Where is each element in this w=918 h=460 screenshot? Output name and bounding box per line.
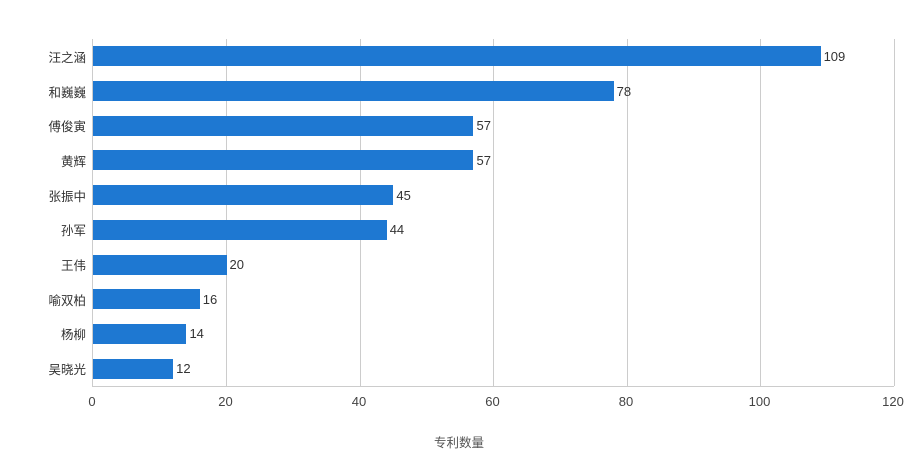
bar-喻双柏[interactable] <box>93 289 200 310</box>
gridline-x-40 <box>359 39 361 386</box>
bar-孙军[interactable] <box>93 219 387 240</box>
bar-value-label: 44 <box>389 222 405 238</box>
y-axis-label-和巍巍: 和巍巍 <box>48 85 86 100</box>
x-tick-label-0: 0 <box>88 394 96 409</box>
x-tick-label-60: 60 <box>485 394 500 409</box>
bar-row: 14 <box>93 317 894 352</box>
gridline-x-80 <box>626 39 628 386</box>
bar-value-label: 57 <box>476 118 491 134</box>
y-axis-label-黄辉: 黄辉 <box>60 154 86 169</box>
y-axis-label-张振中: 张振中 <box>48 189 86 204</box>
x-axis-title: 专利数量 <box>433 436 485 450</box>
bar-黄辉[interactable] <box>93 150 474 171</box>
bar-value-label: 57 <box>476 152 491 168</box>
bar-row: 44 <box>93 213 894 248</box>
bar-row: 78 <box>93 74 894 109</box>
bar-value-label: 45 <box>396 187 411 203</box>
y-axis-label-傅俊寅: 傅俊寅 <box>48 120 86 135</box>
y-axis-label-杨柳: 杨柳 <box>60 328 86 343</box>
plot-area: 109 78 57 57 45 44 20 16 14 12 <box>92 39 895 387</box>
gridline-x-60 <box>493 39 494 386</box>
bar-row: 109 <box>93 39 894 74</box>
gridline-x-120 <box>893 39 895 386</box>
y-axis-label-孙军: 孙军 <box>60 224 86 239</box>
bar-和巍巍[interactable] <box>93 81 614 102</box>
bar-value-label: 20 <box>229 257 244 273</box>
x-tick-label-80: 80 <box>618 394 634 409</box>
x-tick-label-120: 120 <box>882 394 904 409</box>
bar-value-label: 109 <box>823 48 846 64</box>
x-tick-label-100: 100 <box>748 394 771 409</box>
bar-张振中[interactable] <box>93 185 394 206</box>
bar-王伟[interactable] <box>93 254 227 275</box>
bar-row: 45 <box>93 178 894 213</box>
bar-傅俊寅[interactable] <box>93 115 474 136</box>
bar-value-label: 14 <box>189 326 204 342</box>
bar-row: 20 <box>93 247 894 282</box>
bar-value-label: 78 <box>616 83 632 99</box>
y-axis-label-汪之涵: 汪之涵 <box>48 50 86 65</box>
gridline-x-20 <box>226 39 227 386</box>
bar-value-label: 16 <box>202 291 218 307</box>
bar-value-label: 12 <box>176 361 191 377</box>
bar-row: 12 <box>93 351 894 386</box>
x-tick-label-20: 20 <box>218 394 233 409</box>
bar-row: 57 <box>93 108 894 143</box>
bar-row: 16 <box>93 282 894 317</box>
bar-汪之涵[interactable] <box>93 46 821 67</box>
bar-row: 57 <box>93 143 894 178</box>
y-axis-label-喻双柏: 喻双柏 <box>48 293 86 308</box>
bar-杨柳[interactable] <box>93 323 187 344</box>
y-axis-label-吴晓光: 吴晓光 <box>48 363 86 378</box>
bar-吴晓光[interactable] <box>93 358 174 379</box>
gridline-x-100 <box>760 39 761 386</box>
x-tick-label-40: 40 <box>351 394 367 409</box>
y-axis-label-王伟: 王伟 <box>60 259 86 274</box>
